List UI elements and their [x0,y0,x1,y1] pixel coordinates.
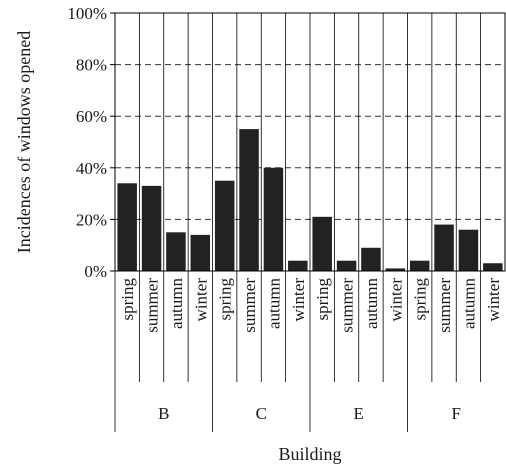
bar [117,183,137,271]
x-group-label: C [256,404,267,423]
x-group-label: E [354,404,364,423]
x-category-label: summer [338,278,357,333]
x-axis-label: Building [278,444,341,464]
x-group-label: F [452,404,461,423]
bar [434,224,454,271]
x-category-label: spring [216,278,235,321]
y-tick-label: 0% [84,262,107,281]
bar [288,260,308,271]
x-category-label: winter [484,278,503,322]
bar [312,216,332,271]
y-tick-label: 100% [67,4,107,23]
bar [214,180,235,271]
y-axis-label: Incidences of windows opened [14,31,34,253]
x-category-label: spring [118,278,137,321]
plot-border [114,12,506,272]
x-category-label: winter [191,278,210,322]
bar [385,268,406,271]
x-category-label: autumn [264,278,283,329]
x-category-label: winter [289,278,308,322]
bar [190,234,211,271]
y-tick-labels: 0% 20% 40% 60% 80% 100% [67,4,107,281]
x-category-label: summer [435,278,454,333]
x-category-label: winter [386,278,405,322]
y-tick-label: 60% [76,107,107,126]
bar [166,232,186,271]
bar [263,167,284,271]
bar [141,185,162,271]
y-tick-label: 40% [76,159,107,178]
x-category-label: summer [240,278,259,333]
x-category-label: autumn [362,278,381,329]
x-category-label: spring [313,278,332,321]
bar [458,229,479,271]
bar [336,260,357,271]
bar [483,263,503,271]
bar [409,260,430,271]
x-category-label: summer [143,278,162,333]
plot-frame [110,12,506,432]
bars [117,129,503,271]
y-tick-label: 20% [76,210,107,229]
x-category-labels: spring summer autumn winter spring summer autu… [118,278,503,333]
x-category-label: autumn [459,278,478,329]
x-category-label: autumn [167,278,186,329]
bar [239,129,259,271]
bar [361,247,381,271]
x-group-label: B [158,404,169,423]
x-category-label: spring [411,278,430,321]
category-separators [138,13,482,432]
y-tick-label: 80% [76,56,107,75]
